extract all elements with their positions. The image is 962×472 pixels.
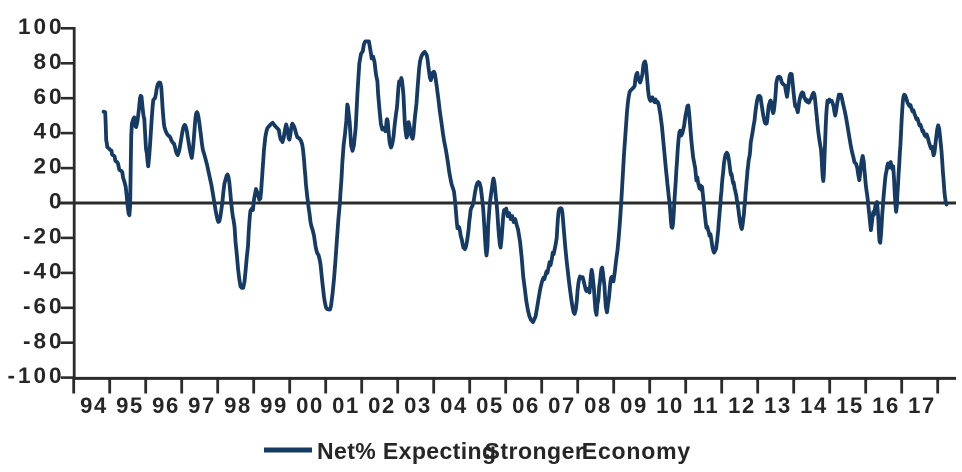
svg-text:09: 09 [620, 393, 648, 418]
svg-text:Net% Expecting: Net% Expecting [317, 438, 496, 464]
svg-text:-100: -100 [7, 363, 64, 388]
svg-text:17: 17 [908, 393, 936, 418]
svg-text:00: 00 [296, 393, 324, 418]
svg-text:05: 05 [476, 393, 504, 418]
svg-text:40: 40 [33, 119, 64, 144]
svg-text:03: 03 [404, 393, 432, 418]
svg-text:96: 96 [152, 393, 180, 418]
svg-text:06: 06 [512, 393, 540, 418]
svg-text:Stronger: Stronger [485, 438, 585, 464]
svg-text:Economy: Economy [582, 438, 691, 464]
svg-text:-40: -40 [23, 259, 65, 284]
svg-text:20: 20 [33, 154, 64, 179]
svg-text:94: 94 [80, 393, 108, 418]
svg-text:80: 80 [33, 49, 64, 74]
svg-text:08: 08 [584, 393, 612, 418]
svg-text:16: 16 [872, 393, 900, 418]
svg-text:-60: -60 [23, 293, 65, 318]
svg-text:99: 99 [260, 393, 288, 418]
svg-text:14: 14 [800, 393, 828, 418]
svg-text:01: 01 [332, 393, 360, 418]
svg-text:10: 10 [656, 393, 684, 418]
svg-text:0: 0 [49, 189, 65, 214]
svg-text:02: 02 [368, 393, 396, 418]
svg-text:95: 95 [116, 393, 144, 418]
svg-text:04: 04 [440, 393, 468, 418]
svg-text:97: 97 [188, 393, 216, 418]
svg-text:13: 13 [764, 393, 792, 418]
svg-text:98: 98 [224, 393, 252, 418]
svg-text:-80: -80 [23, 328, 65, 353]
svg-text:07: 07 [548, 393, 576, 418]
svg-text:15: 15 [836, 393, 864, 418]
svg-text:60: 60 [33, 84, 64, 109]
svg-text:11: 11 [693, 393, 719, 418]
svg-text:12: 12 [728, 393, 756, 418]
svg-text:-20: -20 [23, 224, 65, 249]
svg-text:100: 100 [18, 14, 65, 39]
